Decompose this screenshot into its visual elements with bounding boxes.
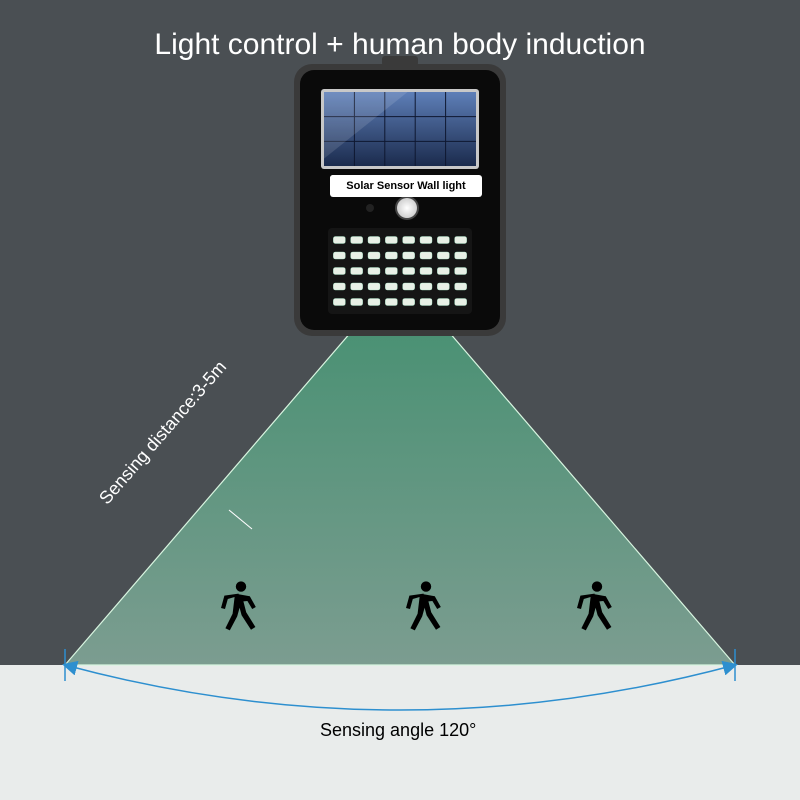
sensing-angle-label: Sensing angle 120° [320,720,476,741]
led-window [328,228,472,314]
diagram-svg [0,0,800,800]
infographic-stage: Light control + human body induction Sol… [0,0,800,800]
light-sensor-icon [366,204,374,212]
headline-text: Light control + human body induction [0,28,800,62]
pir-sensor-dome [397,198,417,218]
product-label-text: Solar Sensor Wall light [330,175,482,197]
